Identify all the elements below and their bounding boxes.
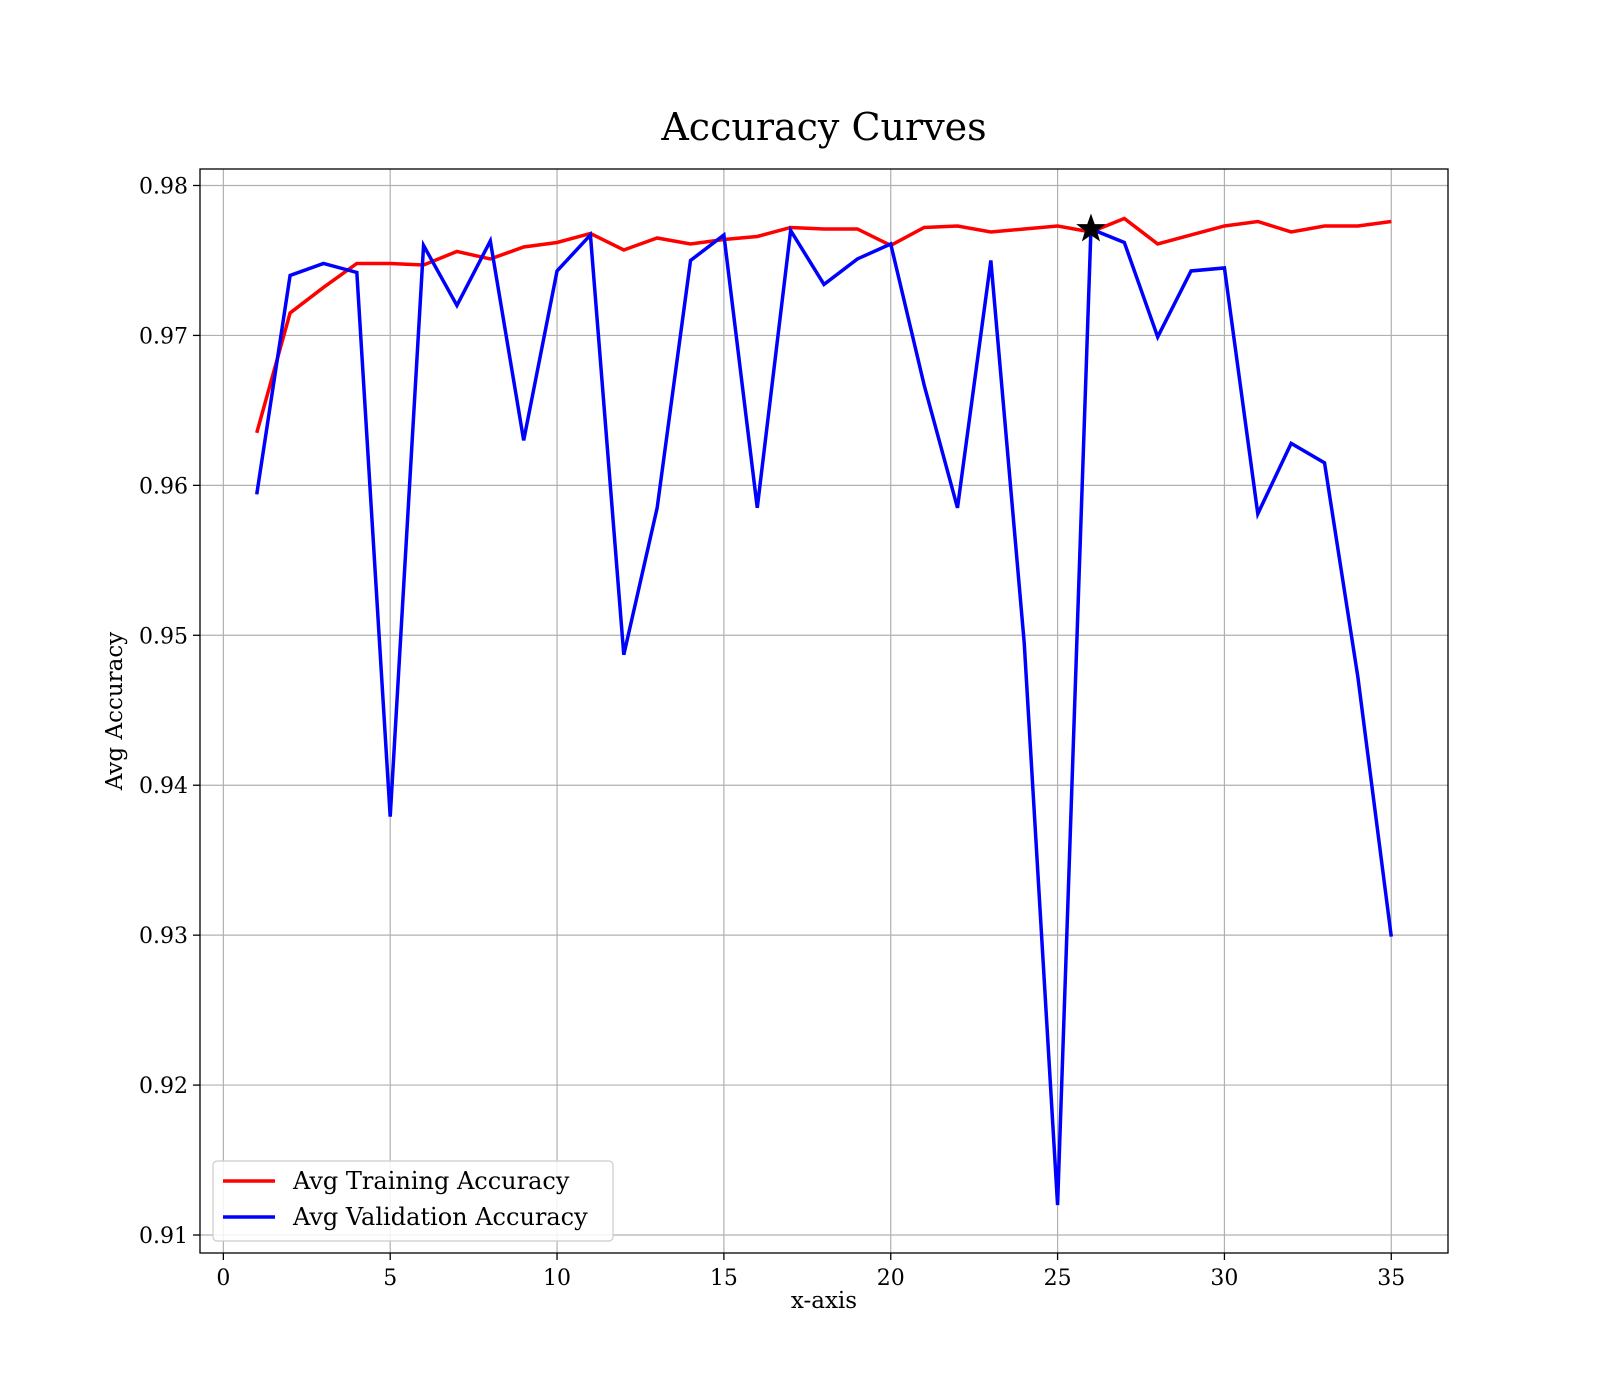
y-ticks: 0.91 0.92 0.93 0.94 0.95 0.96 0.97 0.98 xyxy=(139,174,200,1249)
legend: Avg Training Accuracy Avg Validation Accu… xyxy=(212,1160,614,1242)
series-lines xyxy=(254,216,1394,1206)
y-tick-label: 0.97 xyxy=(139,324,188,349)
x-tick-label: 15 xyxy=(710,1266,738,1291)
best-marker xyxy=(1076,213,1106,242)
y-tick-label: 0.96 xyxy=(139,474,188,499)
y-axis-label: Avg Accuracy xyxy=(102,632,128,791)
y-tick-label: 0.95 xyxy=(139,624,188,649)
x-ticks: 0 5 10 15 20 25 30 35 xyxy=(216,1253,1405,1291)
grid xyxy=(200,169,1448,1253)
x-tick-label: 25 xyxy=(1044,1266,1072,1291)
y-tick-label: 0.91 xyxy=(139,1224,188,1249)
legend-label: Avg Validation Accuracy xyxy=(292,1203,588,1231)
y-tick-label: 0.93 xyxy=(139,924,188,949)
star-marker xyxy=(1076,213,1106,242)
series-line-validation xyxy=(254,225,1394,1206)
x-axis-label: x-axis xyxy=(791,1288,857,1314)
y-tick-label: 0.92 xyxy=(139,1074,188,1099)
plot-frame xyxy=(199,168,1449,1254)
x-tick-label: 30 xyxy=(1210,1266,1238,1291)
x-tick-label: 20 xyxy=(877,1266,905,1291)
x-tick-label: 0 xyxy=(216,1266,230,1291)
y-tick-label: 0.94 xyxy=(139,774,188,799)
x-tick-label: 35 xyxy=(1377,1266,1405,1291)
x-tick-label: 10 xyxy=(543,1266,571,1291)
chart-title: Accuracy Curves xyxy=(660,105,986,149)
legend-box xyxy=(212,1160,614,1242)
legend-label: Avg Training Accuracy xyxy=(292,1167,570,1195)
y-tick-label: 0.98 xyxy=(139,174,188,199)
series-line-training xyxy=(255,216,1392,434)
x-tick-label: 5 xyxy=(383,1266,397,1291)
